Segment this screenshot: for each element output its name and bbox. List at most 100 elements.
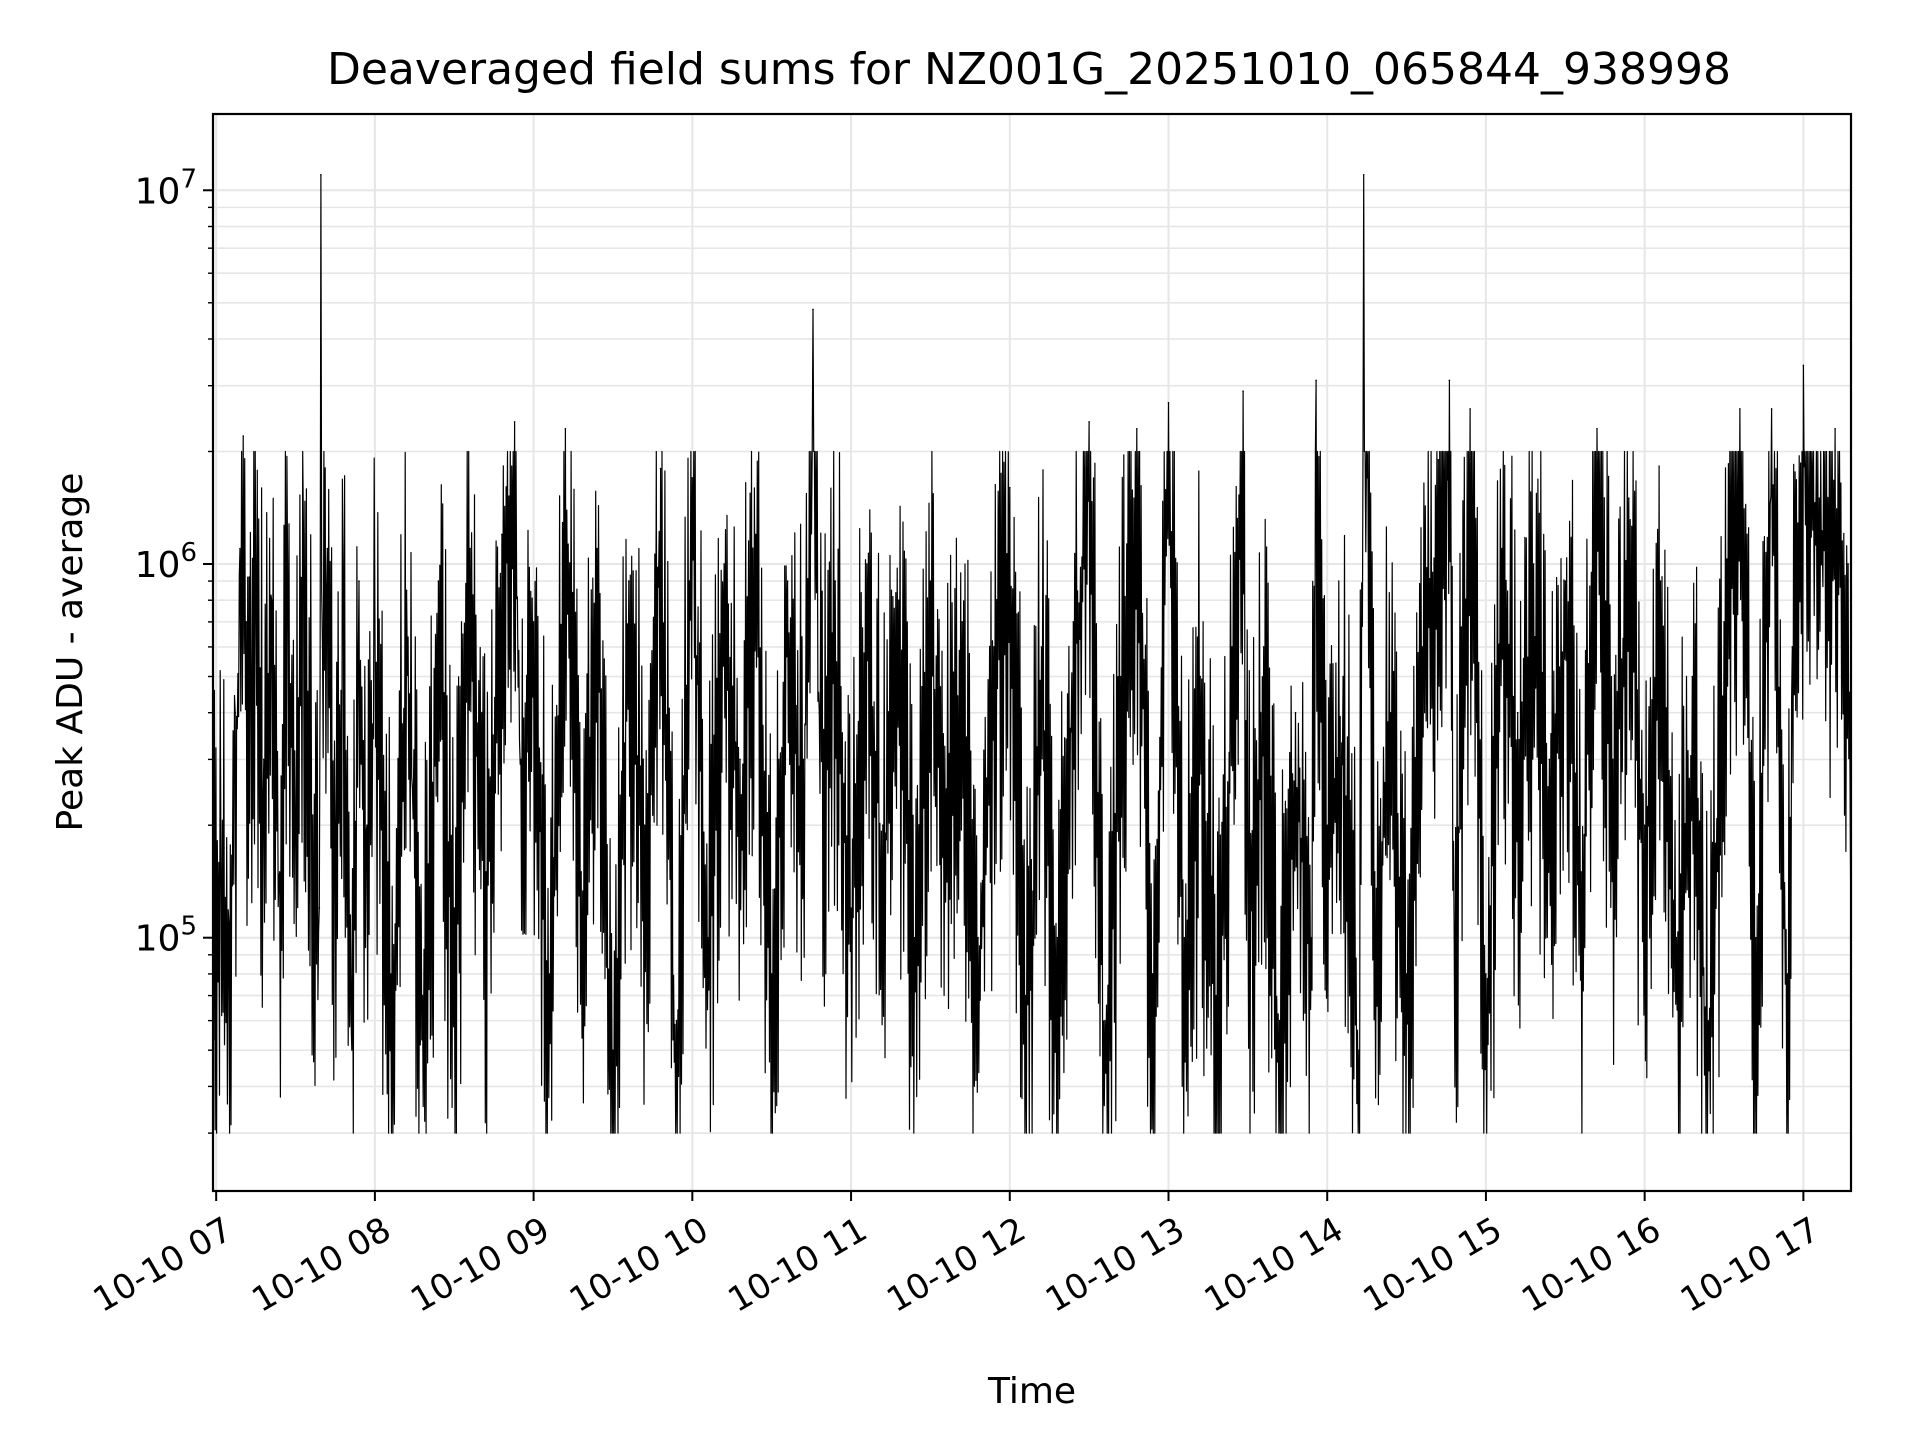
data-point [1485,973,1487,975]
data-point [1104,1019,1106,1022]
data-point [320,174,322,176]
data-point [220,850,222,853]
data-point [1088,421,1090,423]
data-point [1691,675,1694,678]
data-point [691,477,694,479]
data-point [520,758,522,761]
data-point [929,580,932,582]
data-point [1374,871,1376,873]
data-point [1278,1019,1281,1022]
data-point [469,547,471,550]
data-point [834,580,836,582]
data-point [818,711,821,714]
data-point [1120,675,1122,678]
data-point [945,788,948,790]
data-point [485,871,487,873]
data-point [1183,936,1186,939]
data-point [564,428,567,430]
data-point [501,533,503,536]
data-point [882,824,884,826]
y-tick-label: 106 [135,538,197,586]
data-point [358,580,360,582]
data-point [1580,871,1582,873]
data-point [1294,711,1297,714]
data-point [1262,646,1265,648]
data-point [1469,408,1471,410]
data-point [850,907,852,909]
data-point [405,589,408,592]
data-point [294,824,297,826]
data-point [1628,497,1630,500]
data-point [1167,402,1170,404]
data-point [612,1049,614,1051]
y-tick-label: 105 [135,912,197,960]
data-point [1564,580,1567,582]
data-point [374,621,376,623]
plot-frame [211,112,1853,1193]
data-point [1040,646,1043,648]
data-point [1242,390,1244,393]
data-point [1643,824,1646,826]
data-point [1802,364,1805,367]
data-point [1453,936,1455,939]
data-point [532,621,535,623]
y-axis: 105 106 107 [135,164,213,1134]
data-point [1024,994,1027,997]
data-point [1532,563,1535,565]
data-point [1786,973,1789,975]
data-point [278,871,281,873]
data-point [1072,621,1075,623]
data-point [1247,871,1249,873]
data-point [239,547,241,550]
data-point [1405,973,1408,975]
data-point [1358,1049,1360,1051]
data-point [255,580,257,582]
data-point [1421,646,1424,648]
data-point [643,824,646,826]
data-point [596,547,598,550]
data-point [302,533,305,536]
data-point [1056,936,1059,939]
data-point [1818,497,1821,500]
data-point [739,758,741,761]
data-point [1326,824,1328,826]
data-point [228,921,230,923]
data-point [318,907,321,909]
data-point [321,646,324,648]
data-point [245,621,248,623]
data-point [659,467,662,470]
data-point [263,758,265,761]
data-point [755,533,757,536]
y-tick-label: 107 [135,164,197,212]
data-point [250,675,252,678]
series-layer [213,174,1851,1134]
data-point [1389,711,1392,714]
data-point [1770,408,1773,410]
data-point [977,936,979,939]
data-point [421,994,424,997]
data-point [1151,973,1154,975]
data-point [897,599,900,601]
data-point [812,308,814,311]
data-point [350,1019,352,1022]
data-point [1548,758,1551,761]
data-point [1612,758,1614,761]
data-point [1009,486,1011,489]
y-axis-label: Peak ADU - average [50,473,91,832]
data-point [580,871,582,873]
data-point [242,435,244,437]
data-point [1723,621,1725,623]
data-point [1834,428,1836,430]
chart-title: Deaveraged field sums for NZ001G_2025101… [327,44,1731,95]
data-point [437,580,440,582]
data-point [366,824,368,826]
data-point [1675,936,1678,939]
data-point [707,936,709,939]
data-point [1315,379,1317,382]
data-point [234,711,236,714]
data-point [548,973,551,975]
data-point [390,973,392,975]
data-point [786,580,789,582]
data-point [1755,936,1757,939]
